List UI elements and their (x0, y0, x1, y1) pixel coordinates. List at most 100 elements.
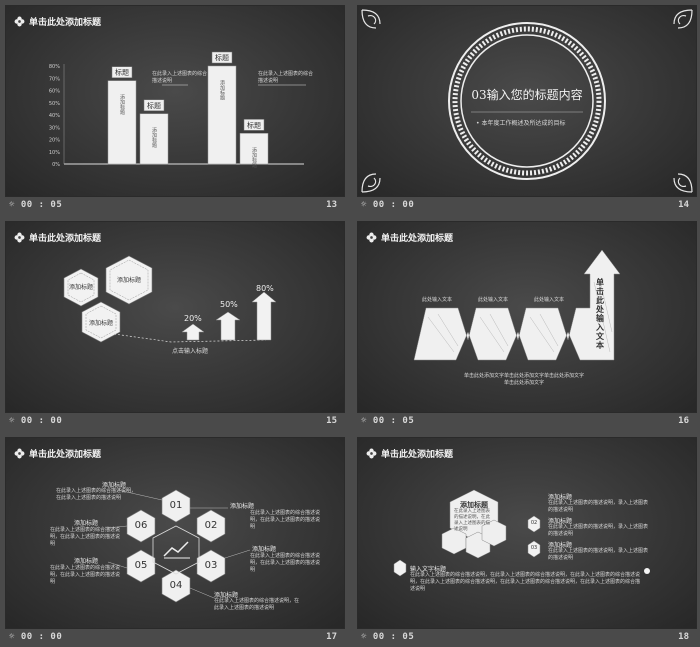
main-hex-title: 添加标题 (460, 501, 488, 509)
slide-number: 14 (678, 200, 689, 210)
slide-number: 13 (326, 200, 337, 210)
bar-label-box (111, 66, 133, 78)
bar (239, 133, 269, 165)
slide-number: 17 (326, 632, 337, 642)
flower-icon (14, 232, 25, 242)
slide-time: 00 : 05 (372, 416, 415, 426)
slide-time: 00 : 00 (20, 416, 63, 426)
step-label-2: 此处输入文本 (478, 297, 509, 303)
ring-label-3: 添加标题 (252, 546, 277, 553)
timer-icon: ☼ (9, 632, 15, 642)
bar-inner-label: 添加标题 (151, 127, 157, 149)
ornament-frame (361, 9, 693, 193)
ring-desc-1: 在此录入上述图表的综合描述说明，在此录入上述图表的描述说明 (56, 488, 137, 501)
hex-num-06: 06 (134, 520, 148, 531)
ring-desc-6: 在此录入上述图表的综合描述说明，在此录入上述图表的描述说明 (50, 527, 121, 547)
step-label-1: 此处输入文本 (422, 297, 453, 303)
y-tick-label: 30% (49, 125, 60, 131)
item-title-3: 添加标题 (548, 542, 573, 549)
bar-label: 标题 (247, 120, 261, 129)
bar-inner-label: 添加标题 (119, 94, 125, 116)
ring-label-2: 添加标题 (230, 503, 255, 510)
section-bullet: • 本年度工作概述及所达成的目标 (476, 120, 566, 127)
hex-growth-graphic (63, 255, 277, 343)
slide-title: 单击此处添加标题 (381, 449, 454, 460)
bar-label-box (211, 51, 233, 64)
bottom-paragraph: 在此录入上述图表的综合描述说明，在此录入上述图表的综合描述说明，在此录入上述图表… (410, 572, 641, 592)
slide-number: 15 (326, 416, 337, 426)
y-tick-label: 10% (49, 150, 60, 156)
arrow-text: 单击此处输入文本 (596, 278, 604, 350)
slide-title: 单击此处添加标题 (29, 233, 102, 244)
timer-icon: ☼ (361, 416, 367, 426)
section-title: 03输入您的标题内容 (471, 88, 583, 102)
hex-label-3: 添加标题 (88, 320, 113, 327)
percent-label-1: 20% (184, 314, 202, 323)
slide-14[interactable]: 03输入您的标题内容 • 本年度工作概述及所达成的目标 (357, 5, 697, 197)
step-label-3: 此处输入文本 (534, 297, 565, 303)
slide-13[interactable]: 单击此处添加标题 80% 70% 60% 50% 40% 30% 20% 10% 0% 标题 添加… (5, 5, 345, 197)
description-2: 单击此处添加文字 (503, 380, 544, 386)
hex-num-01: 01 (169, 500, 183, 511)
ring-desc-5: 在此录入上述图表的综合描述说明，在此录入上述图表的描述说明 (50, 565, 121, 585)
y-tick-label: 80% (49, 64, 60, 70)
timer-icon: ☼ (9, 416, 15, 426)
bar-label-box (143, 99, 165, 112)
ring-label-4: 添加标题 (214, 592, 239, 599)
flower-icon (366, 448, 377, 458)
item-desc-1: 在此录入上述图表的描述说明，录入上述图表的描述说明 (548, 500, 649, 513)
description-1: 单击此处添加文字单击此处添加文字单击此处添加文字 (463, 373, 584, 379)
ring-desc-2: 在此录入上述图表的综合描述说明，在此录入上述图表的描述说明 (250, 510, 321, 530)
flower-icon (14, 448, 25, 458)
y-tick-label: 50% (49, 101, 60, 107)
slide-title: 单击此处添加标题 (29, 449, 102, 460)
ring-label-5: 添加标题 (74, 558, 99, 565)
ring-desc-4: 在此录入上述图表的综合描述说明，在此录入上述图表的描述说明 (214, 598, 300, 611)
percent-label-3: 80% (256, 284, 274, 293)
percent-label-2: 50% (220, 300, 238, 309)
slide-number: 16 (678, 416, 689, 426)
slide-title: 单击此处添加标题 (381, 233, 454, 244)
bar-inner-label: 添加标题 (219, 79, 225, 101)
y-tick-label: 20% (49, 138, 60, 144)
hex-num-05: 05 (134, 560, 148, 571)
annotation-2: 在此录入上述图表的综合描述说明 (258, 71, 314, 84)
bar-label: 标题 (115, 68, 129, 77)
ring-desc-3: 在此录入上述图表的综合描述说明，在此录入上述图表的描述说明 (250, 553, 321, 573)
hex-cluster-graphic (393, 489, 650, 577)
y-tick-label: 0% (52, 162, 60, 168)
ring-label-6: 添加标题 (74, 520, 99, 527)
slide-time: 00 : 05 (20, 200, 63, 210)
slide-15[interactable]: 单击此处添加标题 添加标题 添加标题 添加标题 20% 50% (5, 221, 345, 413)
main-hex-desc: 在此录入上述图表的描述说明，在此录入上述图表的描述说明 (454, 509, 490, 532)
timer-icon: ☼ (361, 200, 367, 210)
small-title: 输入文字标题 (410, 566, 447, 573)
hex-ring-graphic (107, 489, 251, 603)
hex-label-1: 添加标题 (68, 284, 93, 291)
flower-icon (14, 16, 25, 26)
zigzag-arrow-graphic (413, 249, 621, 361)
slide-17[interactable]: 单击此处添加标题 01 02 03 04 05 06 (5, 437, 345, 629)
slide-16[interactable]: 单击此处添加标题 此处输入文本 此处输入文本 此处输入文本 单击此处输入文本 单… (357, 221, 697, 413)
slide-18[interactable]: 单击此处添加标题 添加标题 在此录入上述图表的描述说明，在此录入上述图表的描述说… (357, 437, 697, 629)
bar-label: 标题 (147, 101, 161, 110)
bottom-label: 点击输入标题 (172, 348, 209, 355)
bar-label: 标题 (215, 53, 229, 62)
bar (139, 113, 169, 165)
flower-icon (366, 232, 377, 242)
y-tick-label: 40% (49, 113, 60, 119)
timer-icon: ☼ (9, 200, 15, 210)
item-title-2: 添加标题 (548, 518, 573, 525)
item-title-1: 添加标题 (548, 494, 573, 501)
slide-title: 单击此处添加标题 (29, 17, 102, 28)
item-desc-3: 在此录入上述图表的描述说明，录入上述图表的描述说明 (548, 548, 649, 561)
slide-time: 00 : 05 (372, 632, 415, 642)
y-tick-label: 60% (49, 89, 60, 95)
hex-label-2: 添加标题 (116, 277, 141, 284)
y-tick-label: 70% (49, 76, 60, 82)
bar (207, 65, 237, 165)
slide-number: 18 (678, 632, 689, 642)
item-desc-2: 在此录入上述图表的描述说明，录入上述图表的描述说明 (548, 524, 649, 537)
hex-num-03: 03 (204, 560, 218, 571)
